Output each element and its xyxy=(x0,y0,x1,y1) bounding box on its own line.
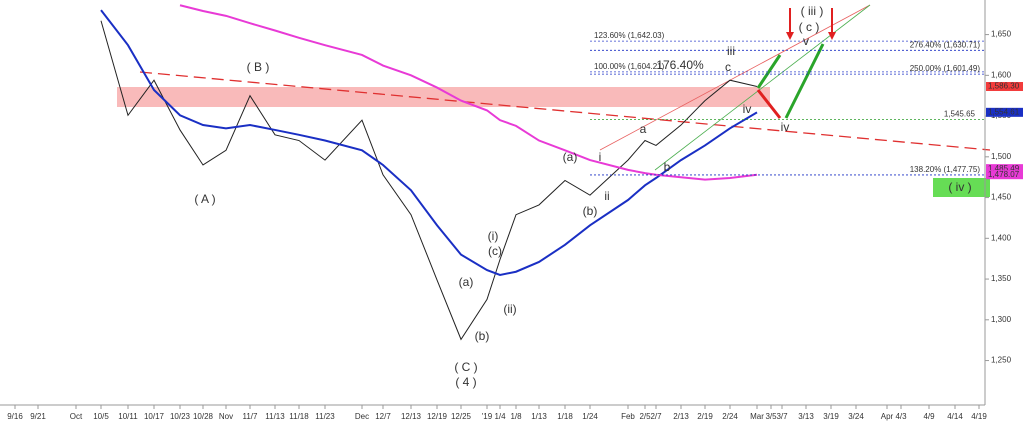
x-tick-label: 3/7 xyxy=(776,412,788,421)
x-tick-label: 3/13 xyxy=(798,412,814,421)
x-tick-label: 11/7 xyxy=(243,412,259,421)
wave-label: ii xyxy=(604,189,609,203)
wave-label: ( iii ) xyxy=(801,4,824,18)
x-tick-label: Feb xyxy=(621,412,635,421)
price-tag-label: 1,485.49 xyxy=(988,164,1020,173)
wave-label: ( iv ) xyxy=(948,180,971,194)
x-tick-label: 4/14 xyxy=(947,412,963,421)
price-tag-label: 1,478.07 xyxy=(988,170,1020,179)
wave-label: ( c ) xyxy=(799,20,820,34)
x-tick-label: 12/25 xyxy=(451,412,472,421)
x-tick-label: Apr xyxy=(881,412,894,421)
x-tick-label: 11/23 xyxy=(315,412,335,421)
price-tag xyxy=(986,170,1023,180)
x-tick-label: 4/19 xyxy=(971,412,987,421)
y-tick-label: 1,250 xyxy=(991,356,1012,365)
y-tick-label: 1,400 xyxy=(991,233,1012,242)
price-tag xyxy=(986,107,1023,117)
y-tick-label: 1,600 xyxy=(991,70,1012,79)
wave-label: a xyxy=(640,122,647,136)
wave-label: (i) xyxy=(488,229,499,243)
wave-label: ( A ) xyxy=(194,192,215,206)
x-tick-label: Nov xyxy=(219,412,233,421)
x-tick-label: 10/28 xyxy=(193,412,214,421)
x-tick-label: 2/7 xyxy=(650,412,662,421)
price-tag-label: 1,586.30 xyxy=(988,82,1020,91)
x-tick-label: 10/23 xyxy=(170,412,191,421)
wave-label: ( 4 ) xyxy=(455,375,476,389)
wave-label: i xyxy=(599,150,602,164)
x-tick-label: '19 xyxy=(482,412,493,421)
x-tick-label: Dec xyxy=(355,412,369,421)
x-tick-label: Oct xyxy=(70,412,83,421)
wave-label: ( C ) xyxy=(454,360,477,374)
x-tick-label: 2/19 xyxy=(697,412,713,421)
price-tag-label: 1,554.61 xyxy=(988,107,1020,116)
channel-line xyxy=(599,4,871,151)
x-tick-label: 3/19 xyxy=(823,412,839,421)
x-tick-label: Mar xyxy=(750,412,764,421)
level-label: 100.00% (1,604.21) xyxy=(594,62,665,71)
wave-label: iv xyxy=(743,102,752,116)
x-tick-label: 1/18 xyxy=(557,412,573,421)
level-label: 138.20% (1,477.75) xyxy=(910,165,981,174)
price-tag xyxy=(986,82,1023,92)
wave-label: (c) xyxy=(488,244,502,258)
wave-label: (b) xyxy=(583,204,598,218)
y-tick-label: 1,500 xyxy=(991,152,1012,161)
wave-label: (a) xyxy=(459,275,474,289)
y-tick-label: 1,650 xyxy=(991,30,1012,39)
series-line xyxy=(100,20,758,341)
y-tick-label: 1,350 xyxy=(991,274,1012,283)
y-tick-label: 1,450 xyxy=(991,193,1012,202)
x-tick-label: 1/4 xyxy=(494,412,506,421)
x-tick-label: 4/9 xyxy=(923,412,935,421)
x-tick-label: 1/13 xyxy=(531,412,547,421)
x-tick-label: 2/5 xyxy=(639,412,651,421)
x-tick-label: 2/24 xyxy=(722,412,738,421)
x-tick-label: 10/5 xyxy=(93,412,109,421)
level-label: 250.00% (1,601.49) xyxy=(910,64,981,73)
wave-label: (ii) xyxy=(503,302,516,316)
wave-label: iii xyxy=(727,44,735,58)
x-tick-label: 10/17 xyxy=(144,412,165,421)
wave-label: v xyxy=(803,34,809,48)
level-label: 123.60% (1,642.03) xyxy=(594,31,665,40)
resistance-zone xyxy=(117,87,770,107)
wave-label: b xyxy=(664,160,671,174)
x-tick-label: 3/24 xyxy=(848,412,864,421)
wave-label: 176.40% xyxy=(656,58,704,72)
x-tick-label: 10/11 xyxy=(118,412,138,421)
x-tick-label: 12/19 xyxy=(427,412,448,421)
x-tick-label: 1/8 xyxy=(510,412,522,421)
wave-label: iv xyxy=(781,120,790,134)
y-tick-label: 1,300 xyxy=(991,315,1012,324)
x-tick-label: 12/7 xyxy=(375,412,391,421)
wave-label: c xyxy=(725,60,731,74)
x-tick-label: 9/16 xyxy=(7,412,23,421)
price-tag xyxy=(986,164,1023,174)
x-tick-label: 3/5 xyxy=(765,412,777,421)
trend-line xyxy=(139,71,991,151)
projection-arrows xyxy=(756,8,836,119)
wave-label: (a) xyxy=(563,150,578,164)
level-label: 1,545.65 xyxy=(944,110,976,119)
x-tick-label: 9/21 xyxy=(30,412,46,421)
wave-label: (b) xyxy=(475,329,490,343)
x-tick-label: 11/18 xyxy=(289,412,309,421)
x-tick-label: 4/3 xyxy=(895,412,907,421)
x-tick-label: 12/13 xyxy=(401,412,422,421)
x-tick-label: 1/24 xyxy=(582,412,598,421)
wave-label: ( B ) xyxy=(247,60,270,74)
series-line xyxy=(100,9,758,277)
x-tick-label: 2/13 xyxy=(673,412,689,421)
x-tick-label: 11/13 xyxy=(265,412,285,421)
target-box xyxy=(933,178,990,197)
level-label: 276.40% (1,630.71) xyxy=(910,40,981,49)
